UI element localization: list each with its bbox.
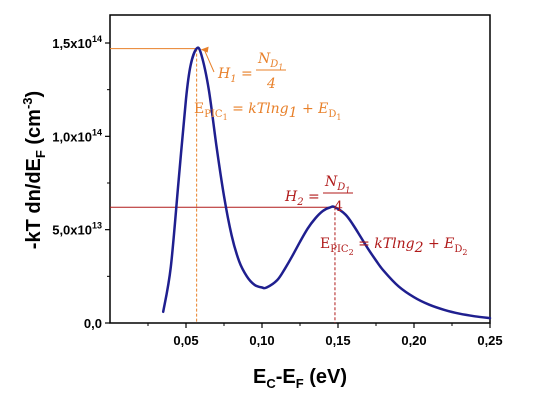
svg-text:H2 =: H2 =	[284, 189, 320, 208]
svg-text:4: 4	[266, 76, 276, 92]
peak2-energy-annotation: EPIC2 = kTlng2 + ED2	[320, 236, 468, 257]
y-axis-ticks: 0,0 5,0x1013 1,0x1014 1,5x1014	[52, 34, 110, 331]
peak1-leader-line	[204, 50, 215, 73]
svg-text:4: 4	[334, 199, 343, 215]
y-tick-label: 5,0x1013	[52, 221, 102, 238]
svg-text:ND1: ND1	[257, 51, 283, 72]
x-axis-title: EC-EF (eV)	[253, 366, 347, 391]
y-axis-title: -kT dn/dEF (cm-3)	[20, 91, 48, 249]
data-curve	[161, 46, 492, 320]
peak2-height-annotation: H2 = ND1 4	[284, 174, 353, 215]
x-tick-label: 0,25	[477, 333, 502, 348]
svg-text:H1 =: H1 =	[217, 66, 253, 85]
x-tick-label: 0,05	[173, 333, 198, 348]
x-tick-label: 0,20	[401, 333, 426, 348]
svg-text:EPIC2 = kTlng2 + ED2: EPIC2 = kTlng2 + ED2	[320, 236, 468, 257]
reference-lines	[110, 46, 336, 323]
plot-frame	[109, 14, 491, 324]
svg-text:EPIC1 = kTlng1 + ED1: EPIC1 = kTlng1 + ED1	[194, 101, 342, 122]
peak1-arrowhead	[200, 46, 209, 53]
svg-text:ND1: ND1	[324, 174, 350, 195]
peak1-height-annotation: H1 = ND1 4	[217, 51, 286, 92]
y-tick-label: 1,0x1014	[52, 127, 102, 144]
x-tick-label: 0,10	[249, 333, 274, 348]
x-axis-ticks: 0,05 0,10 0,15 0,20 0,25	[147, 323, 503, 348]
x-tick-label: 0,15	[325, 333, 350, 348]
y-tick-label: 0,0	[84, 316, 102, 331]
y-tick-label: 1,5x1014	[52, 34, 102, 51]
peak1-energy-annotation: EPIC1 = kTlng1 + ED1	[194, 101, 342, 122]
